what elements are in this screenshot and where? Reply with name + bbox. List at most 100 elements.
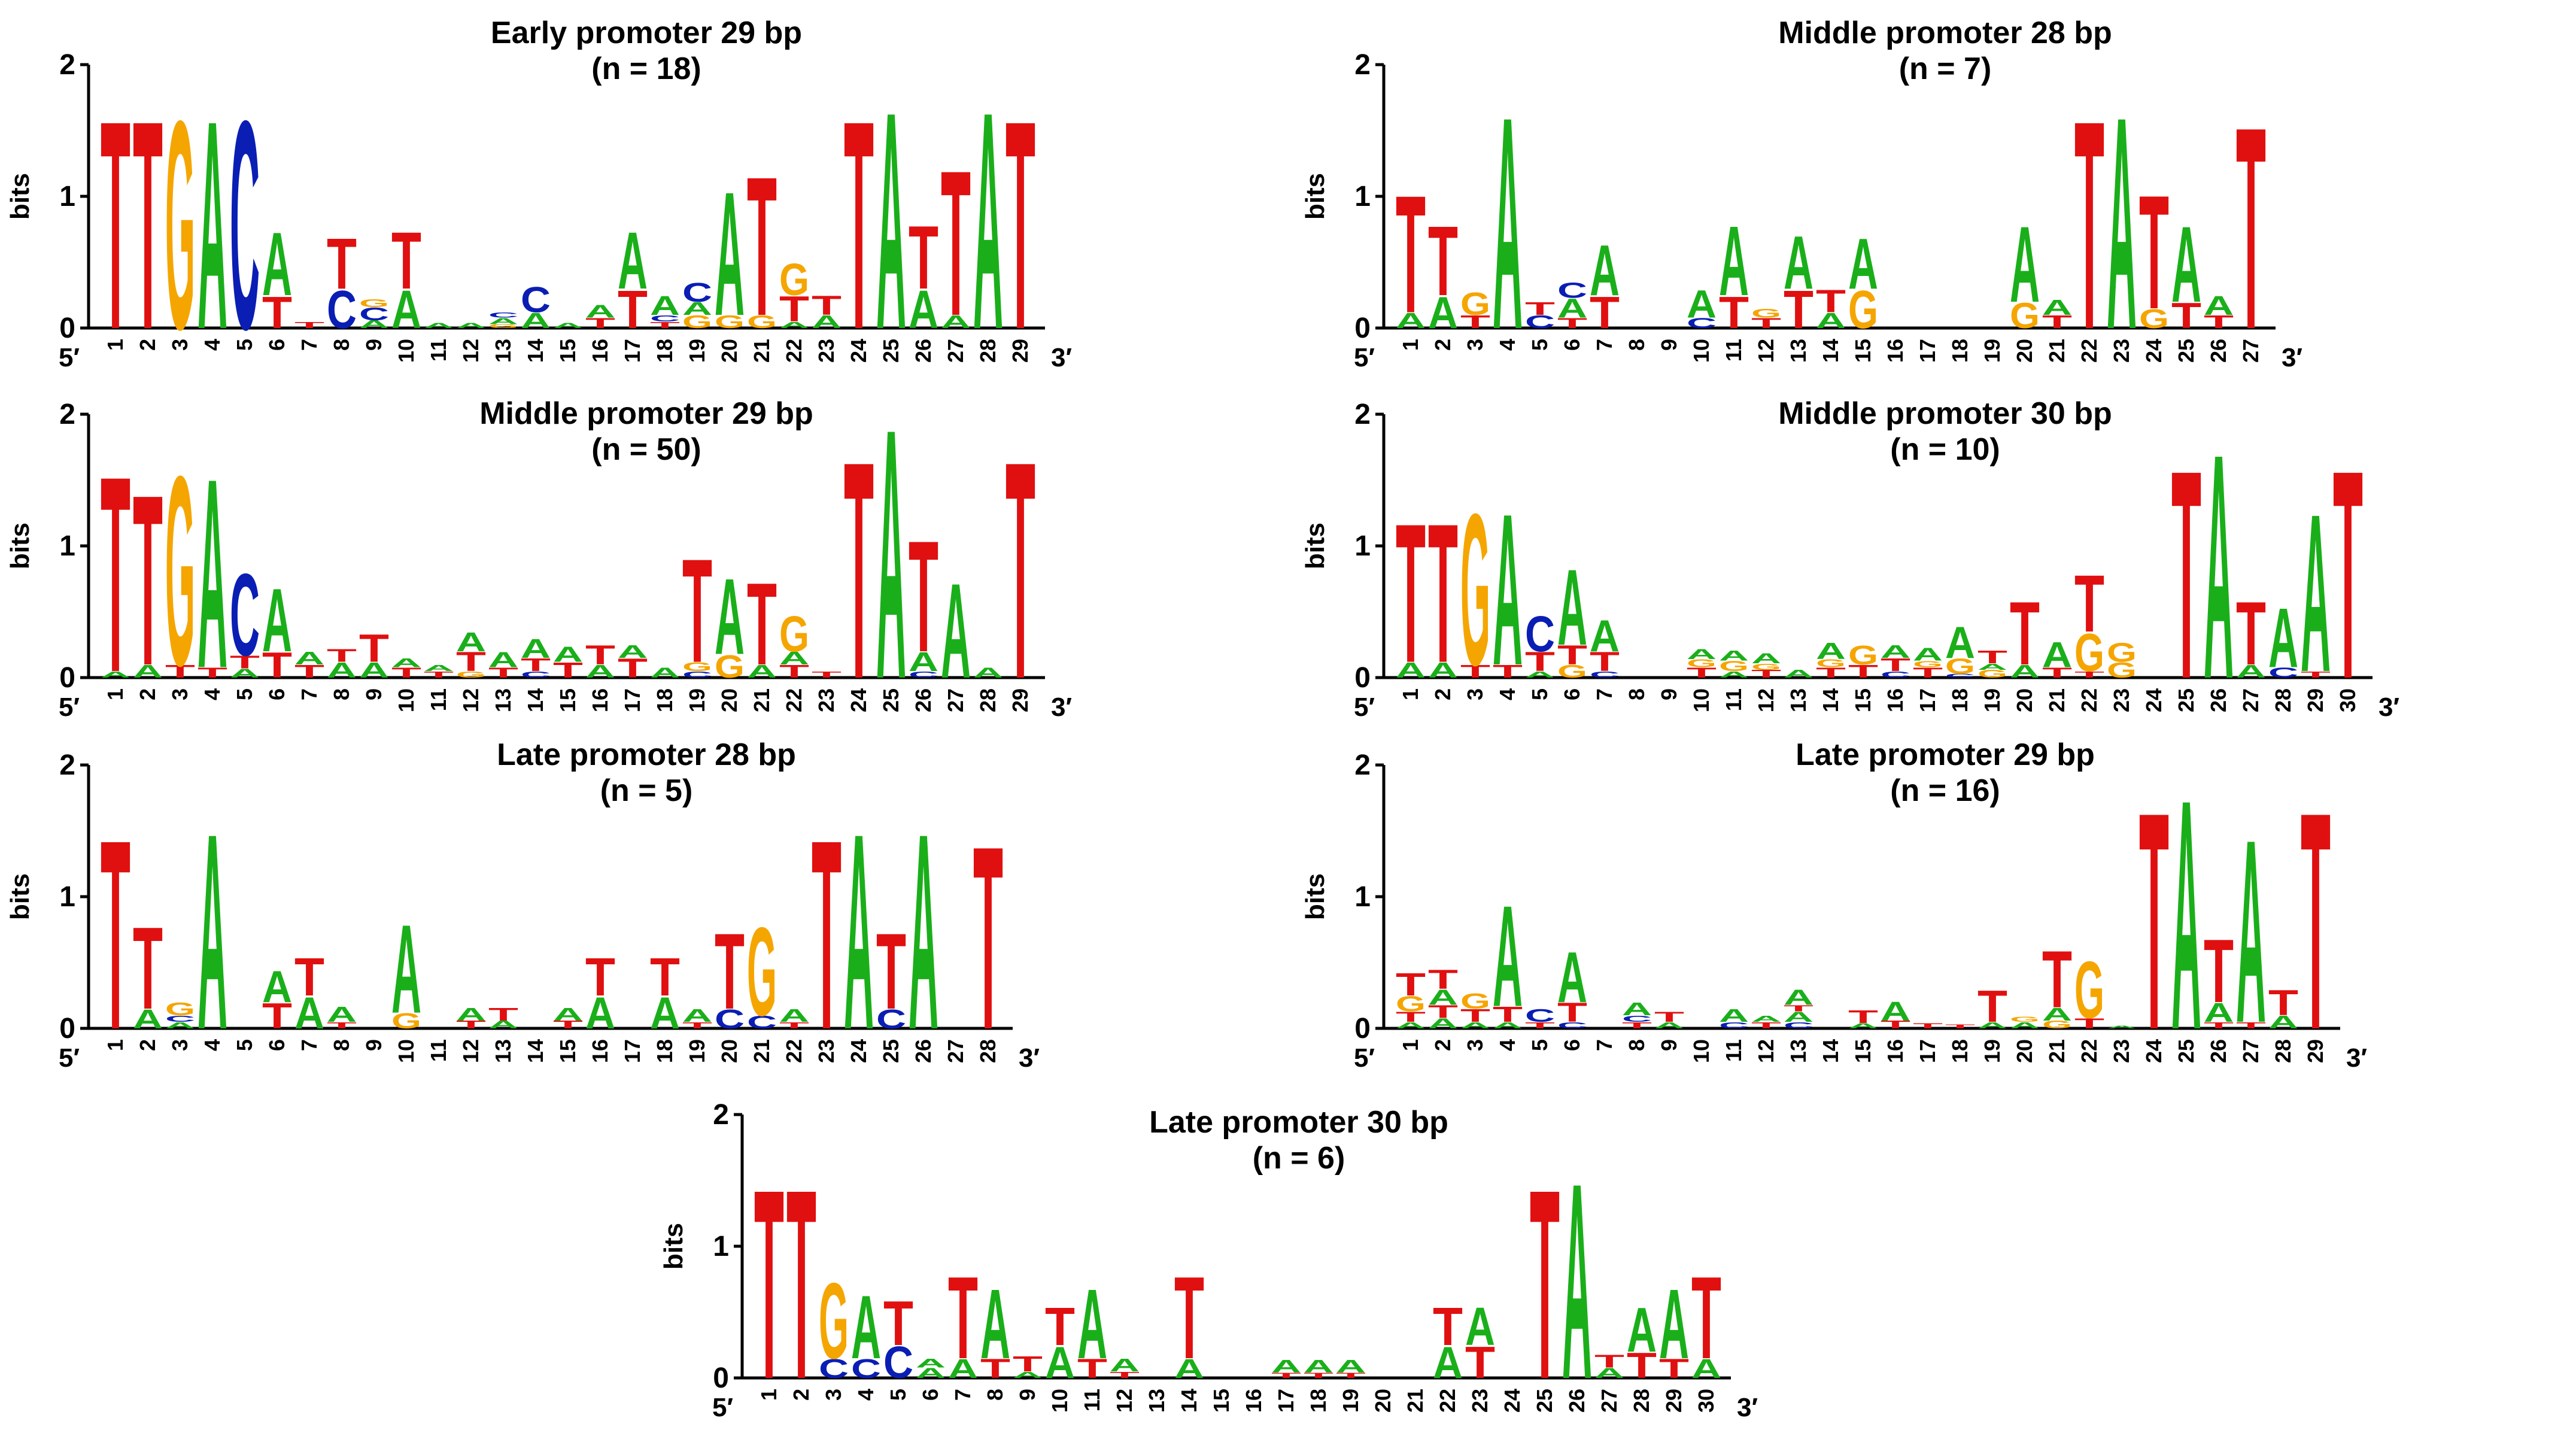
logo-letter-C: C	[876, 1004, 906, 1034]
logo-letter-A: A	[1881, 997, 1910, 1027]
logo-letter-G: G	[456, 670, 486, 680]
position-tick-label: 27	[2238, 688, 2263, 712]
logo-letter-G: G	[1460, 469, 1490, 711]
logo-letter-A: A	[456, 627, 486, 657]
position-tick-label: 27	[1597, 1389, 1621, 1413]
position-tick-label: 25	[1532, 1389, 1557, 1413]
position-tick-label: 27	[2238, 1039, 2263, 1063]
y-tick-label: 1	[713, 1231, 729, 1262]
logo-letter-G: G	[747, 312, 777, 332]
logo-letter-T: T	[1557, 315, 1587, 331]
position-tick-label: 13	[491, 688, 515, 712]
position-tick-label: 17	[1915, 1039, 1940, 1063]
position-tick-label: 12	[458, 339, 483, 363]
position-tick-label: 11	[426, 1039, 451, 1062]
logo-letter-T: T	[1848, 1007, 1878, 1027]
logo-letter-C: C	[1557, 1021, 1587, 1031]
logo-letter-T: T	[2074, 670, 2104, 680]
panel-title: Late promoter 28 bp	[497, 737, 796, 772]
logo-letter-A: A	[1428, 1015, 1458, 1031]
logo-letter-C: C	[747, 1012, 777, 1033]
logo-letter-A: A	[650, 664, 680, 681]
position-tick-label: 8	[1624, 339, 1649, 351]
logo-letter-A: A	[1045, 1337, 1075, 1388]
logo-letter-T: T	[1784, 1003, 1813, 1013]
logo-letter-T: T	[715, 911, 745, 1032]
logo-letter-C: C	[521, 670, 551, 680]
logo-letter-T: T	[747, 558, 777, 689]
position-tick-label: 15	[1851, 1039, 1875, 1063]
logo-letter-G: G	[1945, 654, 1975, 678]
five-prime-label: 5′	[59, 343, 80, 372]
logo-letter-T: T	[1428, 965, 1458, 995]
panel-subtitle: (n = 10)	[1890, 432, 2000, 467]
logo-letter-C: C	[682, 670, 712, 680]
logo-letter-T: T	[262, 287, 292, 338]
y-axis-label: bits	[1301, 173, 1330, 220]
position-tick-label: 22	[2077, 688, 2101, 712]
logo-letter-T: T	[1493, 1002, 1523, 1026]
logo-letter-A: A	[1751, 1014, 1781, 1024]
logo-letter-A: A	[1174, 1354, 1204, 1384]
position-tick-label: 4	[200, 688, 224, 700]
logo-letter-T: T	[844, 59, 874, 392]
logo-letter-G: G	[359, 297, 389, 309]
position-tick-label: 16	[588, 688, 612, 712]
logo-letter-G: G	[779, 605, 809, 662]
y-axis-label: bits	[1301, 873, 1330, 920]
position-tick-label: 24	[846, 1039, 871, 1063]
logo-letter-T: T	[198, 664, 227, 681]
y-tick-label: 0	[1354, 1013, 1371, 1045]
logo-letter-A: A	[1977, 661, 2007, 672]
position-tick-label: 19	[1980, 1039, 2004, 1063]
logo-letter-A: A	[262, 214, 292, 315]
logo-letter-A: A	[2042, 634, 2072, 675]
logo-letter-G: G	[682, 660, 712, 673]
three-prime-label: 3′	[2346, 1043, 2367, 1073]
logo-letter-T: T	[1816, 664, 1846, 681]
position-tick-label: 28	[1629, 1389, 1654, 1413]
logo-letter-A: A	[585, 988, 615, 1038]
logo-letter-C: C	[488, 311, 518, 319]
position-tick-label: 15	[1209, 1389, 1234, 1413]
logo-letter-T: T	[2074, 1015, 2104, 1031]
logo-letter-A: A	[779, 1006, 809, 1026]
logo-letter-T: T	[812, 785, 842, 1086]
logo-letter-A: A	[1590, 611, 1620, 661]
logo-letter-A: A	[851, 1277, 881, 1378]
position-tick-label: 2	[1430, 688, 1455, 700]
logo-letter-G: G	[1848, 280, 1878, 340]
logo-letter-T: T	[876, 911, 906, 1032]
panel-title: Middle promoter 30 bp	[1778, 396, 2112, 431]
logo-letter-C: C	[521, 280, 551, 320]
position-tick-label: 9	[1657, 339, 1681, 351]
logo-letter-T: T	[165, 661, 195, 682]
logo-letter-A: A	[747, 661, 777, 682]
logo-letter-T: T	[1557, 640, 1587, 670]
position-tick-label: 1	[1398, 1039, 1423, 1051]
logo-letter-A: A	[1719, 648, 1749, 664]
logo-letter-T: T	[327, 1021, 357, 1031]
logo-letter-G: G	[1719, 658, 1749, 674]
position-tick-label: 18	[1948, 1039, 1972, 1063]
panel-subtitle: (n = 6)	[1253, 1141, 1345, 1176]
position-tick-label: 4	[200, 339, 224, 351]
logo-letter-A: A	[909, 647, 938, 677]
logo-letter-T: T	[618, 654, 648, 684]
logo-letter-T: T	[1751, 315, 1781, 331]
position-tick-label: 15	[555, 1039, 580, 1063]
logo-letter-T: T	[682, 1021, 712, 1031]
logo-letter-T: T	[1304, 1371, 1333, 1379]
logo-letter-A: A	[133, 661, 163, 682]
logo-letter-C: C	[1945, 673, 1975, 679]
panel-subtitle: (n = 16)	[1890, 773, 2000, 808]
logo-letter-T: T	[1013, 1352, 1043, 1376]
position-tick-label: 2	[1430, 339, 1455, 351]
position-tick-label: 21	[749, 339, 774, 363]
logo-letter-G: G	[2042, 1019, 2072, 1031]
logo-letter-G: G	[715, 648, 745, 685]
five-prime-label: 5′	[1354, 343, 1375, 372]
position-tick-label: 1	[1398, 688, 1423, 700]
logo-letter-T: T	[424, 670, 454, 680]
